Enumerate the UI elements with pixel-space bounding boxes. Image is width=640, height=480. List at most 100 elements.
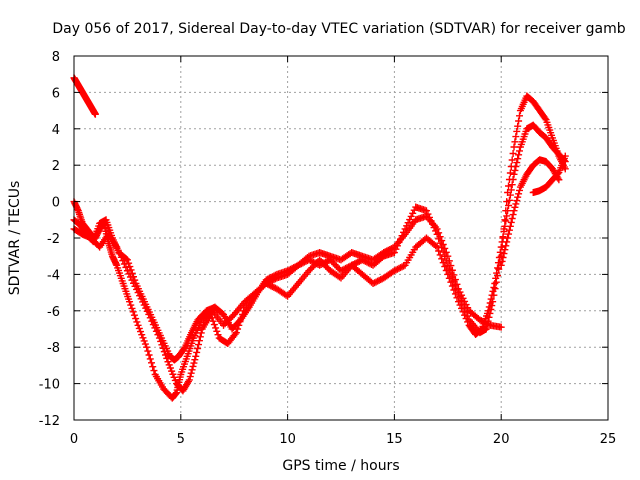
data-point — [311, 261, 319, 269]
data-point — [267, 274, 275, 282]
data-point — [208, 314, 216, 322]
data-point — [185, 376, 193, 384]
x-tick-label: 25 — [600, 432, 617, 447]
data-point — [451, 276, 459, 284]
data-point — [189, 362, 197, 370]
x-tick-labels: 0 5 10 15 20 25 — [70, 432, 616, 447]
data-point — [196, 333, 204, 341]
y-tick-label: -8 — [47, 341, 60, 356]
data-point — [146, 314, 154, 322]
data-point — [140, 337, 148, 345]
data-point — [444, 270, 452, 278]
data-point — [445, 257, 453, 265]
data-point — [516, 147, 524, 155]
data-point — [270, 272, 278, 280]
data-point — [490, 283, 498, 291]
data-point — [130, 279, 138, 287]
data-point — [117, 253, 125, 261]
data-point — [561, 165, 569, 173]
axis-ticks — [73, 55, 609, 421]
data-point — [148, 359, 156, 367]
data-point — [508, 215, 516, 222]
data-point — [503, 212, 511, 220]
data-point — [146, 355, 154, 363]
data-point — [464, 304, 472, 312]
x-tick-label: 10 — [279, 432, 296, 447]
data-point — [497, 323, 505, 331]
data-point — [438, 255, 446, 263]
data-point — [305, 267, 313, 275]
data-point — [458, 304, 466, 312]
data-point — [506, 191, 514, 199]
data-point — [508, 181, 516, 189]
data-point — [453, 294, 461, 302]
data-point — [139, 298, 147, 306]
data-point — [372, 278, 380, 286]
data-point — [511, 203, 519, 211]
data-point — [499, 254, 507, 261]
series-track-b — [70, 212, 505, 364]
data-point — [128, 276, 136, 284]
data-point — [436, 251, 444, 259]
data-point — [168, 367, 176, 375]
data-point — [214, 331, 222, 339]
data-point — [512, 163, 520, 170]
data-point — [171, 376, 179, 384]
data-point — [126, 298, 134, 306]
y-tick-label: -6 — [47, 305, 60, 320]
data-point — [448, 266, 456, 274]
data-point — [268, 283, 276, 291]
data-point — [513, 127, 521, 135]
data-point — [229, 312, 237, 320]
data-point — [138, 331, 146, 339]
data-point — [511, 138, 519, 146]
data-point — [435, 247, 443, 255]
data-point — [375, 276, 383, 284]
data-point — [123, 267, 131, 275]
data-point — [515, 190, 523, 198]
data-point — [140, 301, 148, 309]
data-point — [461, 297, 469, 305]
data-point — [502, 217, 510, 225]
data-point — [157, 337, 165, 345]
data-point — [163, 354, 171, 362]
data-point — [132, 315, 140, 323]
data-point — [288, 264, 296, 272]
y-tick-label: -2 — [47, 232, 60, 247]
data-point — [456, 288, 464, 296]
data-point — [371, 279, 379, 287]
data-point — [271, 271, 279, 279]
chart-title: Day 056 of 2017, Sidereal Day-to-day VTE… — [52, 21, 625, 37]
data-point — [510, 207, 518, 215]
data-point — [192, 352, 200, 360]
x-tick-label: 15 — [386, 432, 403, 447]
data-point — [91, 110, 99, 118]
data-point — [207, 310, 215, 318]
data-point — [499, 233, 507, 241]
data-point — [491, 280, 499, 287]
data-point — [317, 257, 325, 265]
data-point — [152, 327, 160, 335]
data-point — [462, 301, 470, 309]
data-point — [501, 216, 509, 224]
data-point — [149, 363, 157, 371]
data-point — [162, 351, 170, 359]
data-point — [445, 265, 453, 273]
data-point — [406, 216, 414, 224]
data-point — [511, 166, 519, 174]
data-point — [505, 230, 513, 238]
data-point — [494, 264, 502, 272]
data-point — [284, 267, 292, 275]
data-point — [164, 358, 172, 366]
data-point — [145, 310, 153, 318]
y-tick-label: -10 — [39, 378, 60, 393]
data-point — [512, 200, 520, 208]
data-point — [504, 207, 512, 215]
data-point — [323, 264, 331, 272]
series-early-segment — [70, 74, 99, 118]
data-point — [383, 247, 391, 255]
data-point — [454, 298, 462, 306]
data-point — [498, 257, 506, 265]
data-point — [155, 334, 163, 342]
